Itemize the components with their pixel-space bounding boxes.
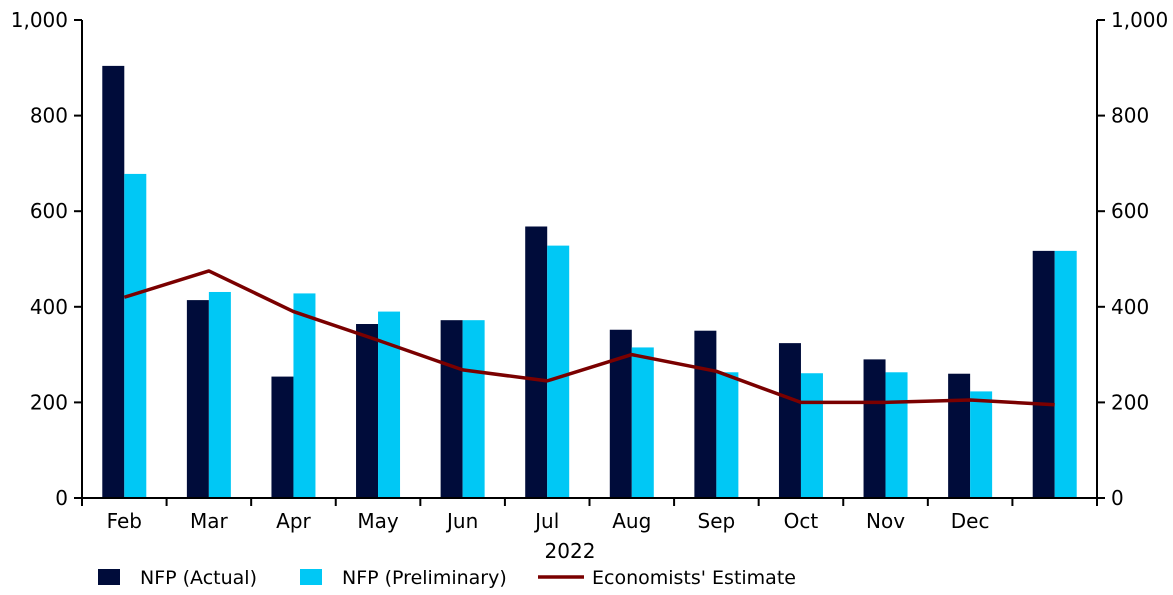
x-tick-label-sep: Sep bbox=[698, 509, 736, 533]
x-tick-label-feb: Feb bbox=[107, 509, 142, 533]
y-tick-label-right: 0 bbox=[1111, 486, 1124, 510]
economists-estimate-line bbox=[123, 269, 1055, 407]
bar-preliminary-dec bbox=[970, 391, 993, 498]
bars-layer bbox=[102, 65, 1077, 498]
y-tick-label-right: 200 bbox=[1111, 390, 1149, 414]
y-tick-label-right: 1,000 bbox=[1111, 8, 1168, 32]
bar-actual-oct bbox=[778, 343, 801, 498]
bar-actual-apr bbox=[271, 376, 294, 498]
bar-preliminary-jul bbox=[547, 245, 570, 498]
x-tick-label-aug: Aug bbox=[612, 509, 651, 533]
y-tick-label-right: 800 bbox=[1111, 104, 1149, 128]
bar-preliminary-may bbox=[378, 311, 401, 498]
bar-preliminary-jun bbox=[462, 320, 485, 498]
legend-actual-label: NFP (Actual) bbox=[140, 567, 257, 589]
y-tick-label-left: 200 bbox=[30, 390, 68, 414]
x-tick-label-oct: Oct bbox=[784, 509, 819, 533]
bar-actual-jul bbox=[525, 226, 548, 498]
line-layer bbox=[123, 269, 1055, 407]
bar-actual-jun bbox=[440, 320, 463, 498]
x-tick-label-jul: Jul bbox=[533, 509, 559, 533]
x-tick-label-mar: Mar bbox=[190, 509, 229, 533]
y-tick-label-left: 600 bbox=[30, 199, 68, 223]
bar-preliminary-sep bbox=[716, 372, 739, 498]
bar-preliminary-nov bbox=[885, 372, 908, 498]
bar-preliminary-mar bbox=[208, 291, 231, 498]
bar-preliminary-oct bbox=[800, 373, 823, 498]
bar-preliminary-aug bbox=[631, 347, 654, 498]
y-tick-label-right: 600 bbox=[1111, 199, 1149, 223]
bar-preliminary-apr bbox=[293, 293, 316, 498]
bar-actual-mar bbox=[186, 300, 209, 498]
legend-actual-swatch bbox=[98, 569, 120, 585]
bar-actual-aug bbox=[609, 329, 632, 498]
bar-preliminary-jan bbox=[1054, 250, 1077, 498]
y-tick-label-right: 400 bbox=[1111, 295, 1149, 319]
x-tick-label-jun: Jun bbox=[445, 509, 478, 533]
axes-layer: 0 0 200 200 400 400 600 600 800 800 1,000 1,000 Feb M… bbox=[11, 8, 1169, 533]
legend-preliminary-swatch bbox=[300, 569, 322, 585]
y-tick-label-left: 400 bbox=[30, 295, 68, 319]
legend-estimate-label: Economists' Estimate bbox=[592, 567, 796, 589]
bar-preliminary-feb bbox=[124, 173, 147, 498]
x-tick-label-dec: Dec bbox=[951, 509, 990, 533]
y-tick-label-left: 800 bbox=[30, 104, 68, 128]
legend-preliminary-label: NFP (Preliminary) bbox=[342, 567, 507, 589]
bar-actual-feb bbox=[102, 65, 125, 498]
bar-actual-nov bbox=[863, 359, 886, 498]
x-tick-label-apr: Apr bbox=[276, 509, 311, 533]
y-tick-label-left: 0 bbox=[55, 486, 68, 510]
y-tick-label-left: 1,000 bbox=[11, 8, 68, 32]
x-tick-label-nov: Nov bbox=[866, 509, 905, 533]
bar-actual-may bbox=[356, 324, 379, 498]
x-tick-label-may: May bbox=[357, 509, 399, 533]
legend: NFP (Actual) NFP (Preliminary) Economists'… bbox=[98, 567, 796, 589]
x-axis-year-label: 2022 bbox=[545, 539, 596, 563]
bar-actual-dec bbox=[948, 373, 971, 498]
bar-actual-jan bbox=[1032, 250, 1055, 498]
bar-actual-sep bbox=[694, 330, 717, 498]
